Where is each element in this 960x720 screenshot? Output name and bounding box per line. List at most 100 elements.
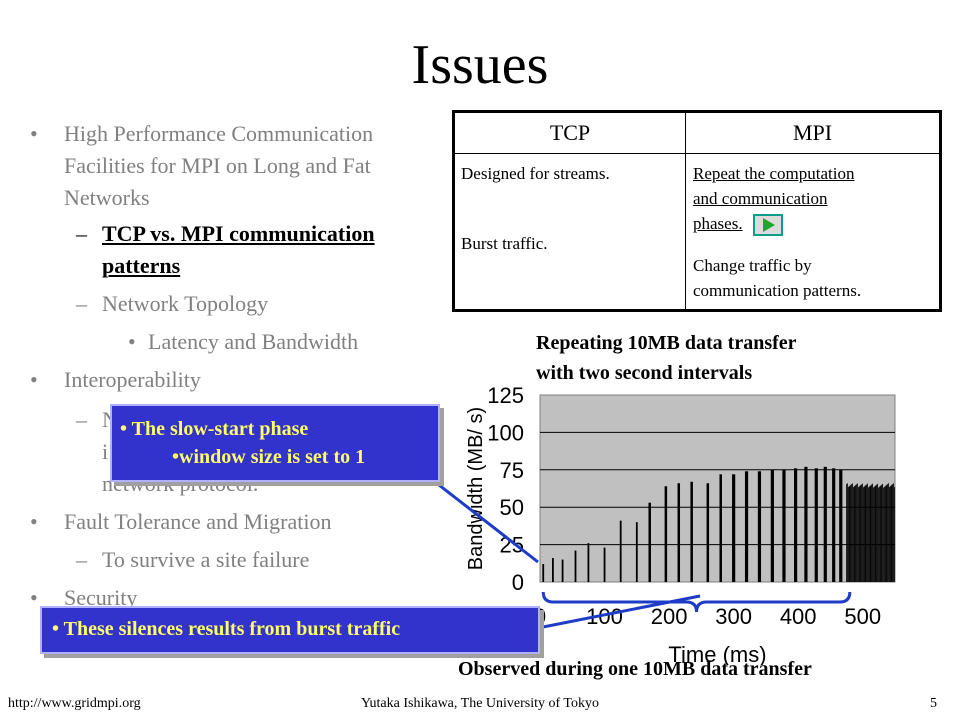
burst-bar [648, 502, 651, 582]
mpi-cell-change: Change traffic by communication patterns… [693, 256, 862, 300]
bullet-security: • Security [30, 585, 138, 610]
burst-bar [814, 468, 818, 582]
bullet-list: • High Performance Communication Facilit… [0, 0, 460, 620]
plateau-bar [893, 483, 894, 582]
plateau-bar [890, 485, 892, 582]
burst-bar [619, 520, 622, 582]
plateau-bar [847, 487, 849, 582]
y-tick-label: 75 [500, 458, 524, 483]
x-tick-label: 200 [651, 604, 688, 629]
plateau-bar [859, 485, 861, 582]
plateau-bar [868, 486, 870, 582]
burst-bar [832, 468, 836, 582]
bullet-hpc: • High Performance Communication Facilit… [30, 121, 374, 210]
plateau-bar [873, 486, 875, 582]
plateau-bar [863, 486, 865, 582]
y-axis-label: Bandwidth (MB/ s) [465, 407, 487, 570]
y-tick-label: 125 [487, 383, 524, 408]
chart-heading: Repeating 10MB data transfer with two se… [536, 332, 797, 384]
chart-footer: Observed during one 10MB data transfer [458, 658, 812, 680]
burst-bar [542, 564, 545, 582]
burst-bar [719, 474, 722, 582]
plateau-bar [878, 487, 879, 582]
plateau-bar [882, 483, 884, 582]
plateau-bar [865, 485, 867, 582]
plateau-bar [855, 484, 857, 582]
plateau-bar [868, 487, 869, 582]
plateau-bar [850, 484, 852, 582]
plateau-bar [888, 483, 889, 582]
plateau-bar [864, 485, 866, 582]
plateau-bar [884, 486, 886, 582]
plateau-bar [878, 486, 880, 582]
plateau-bar [857, 483, 858, 582]
x-tick-label: 400 [780, 604, 817, 629]
plateau-bar [879, 486, 881, 582]
x-tick-label: 100 [586, 604, 623, 629]
burst-bar [770, 469, 774, 582]
plateau-bar [857, 487, 859, 582]
plateau-bar [848, 486, 850, 582]
bullet-fault-tolerance: • Fault Tolerance and Migration [30, 509, 332, 534]
y-tick-label: 100 [487, 420, 524, 445]
slide-title: Issues [411, 34, 549, 96]
plateau-bar [873, 487, 874, 582]
table-divider [685, 113, 686, 309]
play-icon [762, 218, 775, 233]
plateau-bar [872, 483, 874, 582]
play-button[interactable] [752, 214, 783, 237]
y-tick-label: 25 [500, 533, 524, 558]
plateau-bar [867, 483, 868, 582]
plateau-bar [883, 486, 885, 582]
burst-bar [804, 466, 808, 582]
plateau-bar [874, 486, 876, 582]
plot-area [539, 394, 896, 583]
plateau-bar [852, 483, 853, 582]
plateau-bar [846, 484, 847, 582]
bullet-tcp-vs-mpi[interactable]: – TCP vs. MPI communication patterns [76, 221, 375, 278]
burst-bar [794, 468, 798, 582]
plateau-bar [860, 485, 862, 582]
burst-bar [744, 471, 749, 582]
plateau-bar [891, 484, 893, 582]
slow-start-callout: • The slow-start phase •window size is s… [110, 404, 440, 482]
plateau-bar [887, 483, 889, 582]
footer-url[interactable]: http://www.gridmpi.org [8, 696, 141, 711]
plateau-bar [866, 484, 868, 582]
tcp-cell-burst: Burst traffic. [461, 234, 548, 253]
burst-bar [561, 559, 564, 582]
plateau-bar [849, 485, 851, 582]
burst-bar [782, 469, 786, 582]
bullet-site-failure: – To survive a site failure [76, 547, 310, 572]
burst-bar [664, 486, 668, 582]
plateau-bar [852, 487, 854, 582]
plateau-bar [888, 487, 890, 582]
plateau-bar [880, 485, 882, 582]
plateau-bar [875, 485, 877, 582]
plateau-bar [881, 484, 883, 582]
plateau-bar [883, 487, 884, 582]
burst-bar [677, 483, 681, 582]
plateau-bar [870, 485, 872, 582]
footer-author: Yutaka Ishikawa, The University of Tokyo [360, 696, 599, 711]
x-axis-label: Time (ms) [668, 642, 766, 665]
plateau-bar [894, 487, 895, 582]
burst-bar [690, 481, 693, 582]
mpi-cell-repeat[interactable]: Repeat the computation and communication… [693, 161, 854, 237]
plateau-bar [847, 483, 848, 582]
silence-callout: • These silences results from burst traf… [40, 606, 540, 654]
plateau-bar [856, 484, 858, 582]
x-tick-label: 500 [844, 604, 881, 629]
plateau-bar [862, 483, 863, 582]
bullet-network-topology: – Network Topology [76, 291, 269, 316]
burst-bar [757, 471, 762, 582]
burst-bar [732, 474, 736, 582]
burst-bar [635, 522, 638, 582]
bullet-latency: • Latency and Bandwidth [128, 329, 359, 354]
plateau-bar [886, 484, 888, 582]
bullet-interoperability: • Interoperability [30, 367, 201, 392]
tcp-cell-streams: Designed for streams. [461, 164, 610, 183]
burst-bar [587, 543, 590, 582]
plateau-bar [876, 484, 878, 582]
